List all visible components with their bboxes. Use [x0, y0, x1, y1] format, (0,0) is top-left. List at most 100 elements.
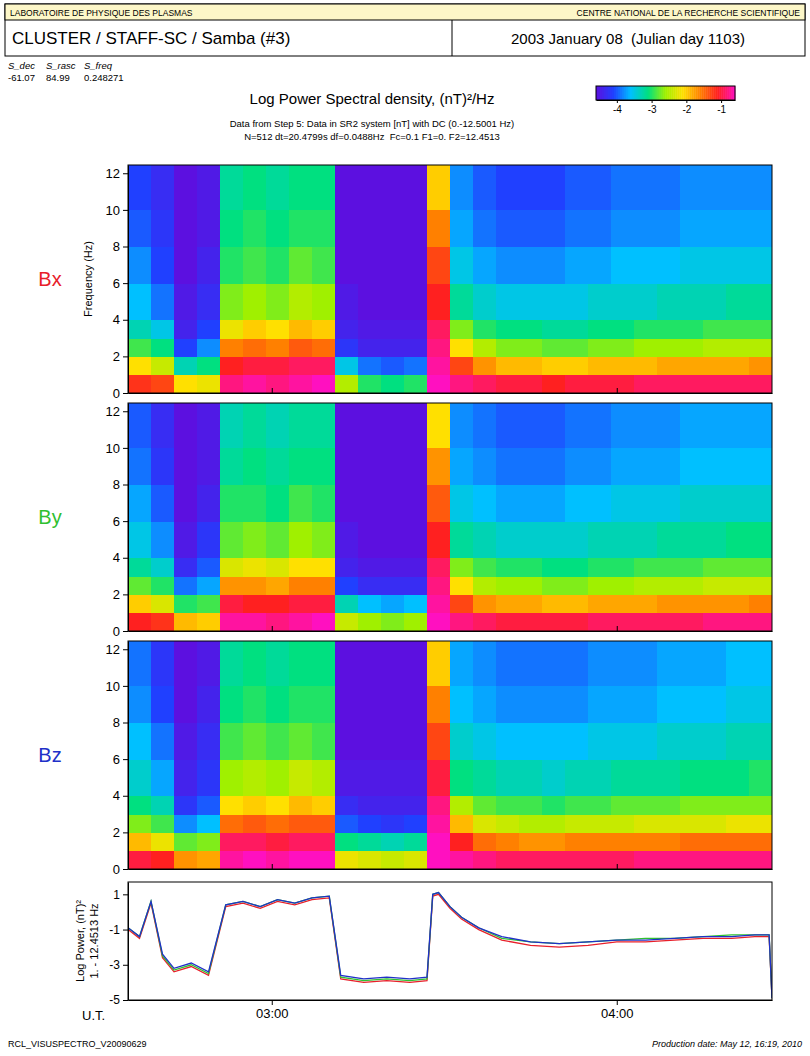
tick: 12: [106, 166, 128, 181]
cell: [335, 576, 359, 595]
cell: [128, 613, 152, 631]
cell: [151, 448, 175, 485]
cell: [611, 283, 635, 320]
tick-mark: [123, 796, 128, 797]
tick-label: 12: [106, 404, 120, 419]
cell: [381, 403, 405, 448]
cell: [542, 723, 566, 760]
cell: [450, 759, 474, 796]
x-axis: [129, 864, 773, 870]
cell: [404, 320, 428, 339]
param-name: S_freq: [84, 60, 113, 71]
cell: [243, 448, 267, 485]
cell: [496, 375, 520, 393]
cell: [151, 165, 175, 210]
cell: [381, 558, 405, 577]
cell: [266, 283, 290, 320]
tick: 6: [113, 514, 128, 529]
axis-line: [128, 883, 129, 1001]
cell: [335, 165, 359, 210]
cell: [358, 210, 382, 247]
cell: [657, 375, 681, 393]
cell: [289, 851, 313, 869]
cell: [749, 320, 772, 339]
cell: [565, 796, 589, 815]
cell: [473, 594, 497, 613]
cell: [312, 448, 336, 485]
cell: [726, 165, 750, 210]
cell: [634, 403, 658, 448]
cell: [128, 832, 152, 851]
cell: [749, 338, 772, 357]
cell: [151, 485, 175, 522]
cell: [289, 283, 313, 320]
cell: [703, 165, 727, 210]
cell: [657, 521, 681, 558]
cell: [726, 558, 750, 577]
cell: [220, 247, 244, 284]
cell: [703, 851, 727, 869]
cell: [450, 320, 474, 339]
cell: [542, 558, 566, 577]
cell: [289, 485, 313, 522]
cell: [289, 832, 313, 851]
cell: [496, 686, 520, 723]
subtitle: Data from Step 5: Data in SR2 system [nT…: [230, 118, 515, 129]
cell: [197, 686, 221, 723]
cell: [542, 375, 566, 393]
cell: [427, 210, 451, 247]
cell: [496, 832, 520, 851]
cell: [542, 403, 566, 448]
cell: [588, 338, 612, 357]
cell: [381, 247, 405, 284]
figure: LABORATOIRE DE PHYSIQUE DES PLASMASCENTR…: [0, 0, 810, 1056]
cell: [220, 641, 244, 686]
cell: [289, 210, 313, 247]
tick-mark: [123, 393, 128, 394]
cell: [588, 576, 612, 595]
tick-mark: [272, 388, 273, 393]
cell: [243, 485, 267, 522]
cell: [565, 613, 589, 631]
cell: [473, 686, 497, 723]
cell: [680, 375, 704, 393]
cell: [680, 448, 704, 485]
cell: [450, 686, 474, 723]
axis-line: [129, 393, 773, 394]
cell: [312, 521, 336, 558]
tick-mark: [123, 894, 128, 895]
cell: [473, 832, 497, 851]
cell: [680, 521, 704, 558]
cell: [657, 796, 681, 815]
cell: [450, 641, 474, 686]
cell: [749, 165, 772, 210]
cell: [542, 485, 566, 522]
cell: [174, 320, 198, 339]
cell: [542, 576, 566, 595]
title: Log Power Spectral density, (nT)²/Hz: [250, 90, 495, 107]
cell: [427, 796, 451, 815]
cell: [749, 576, 772, 595]
cell: [312, 247, 336, 284]
cell: [588, 283, 612, 320]
cell: [680, 338, 704, 357]
cell: [519, 247, 543, 284]
cell: [335, 356, 359, 375]
cell: [726, 403, 750, 448]
heatmap-cells: [128, 165, 772, 393]
cell: [588, 356, 612, 375]
cell: [542, 448, 566, 485]
cell: [519, 448, 543, 485]
axis-line: [128, 166, 129, 394]
cell: [404, 814, 428, 833]
cell: [519, 613, 543, 631]
cell: [404, 448, 428, 485]
cell: [565, 641, 589, 686]
cell: [427, 814, 451, 833]
tick-label: -1: [109, 923, 120, 937]
cell: [611, 814, 635, 833]
cell: [381, 338, 405, 357]
cell: [427, 448, 451, 485]
cell: [404, 283, 428, 320]
cell: [588, 594, 612, 613]
